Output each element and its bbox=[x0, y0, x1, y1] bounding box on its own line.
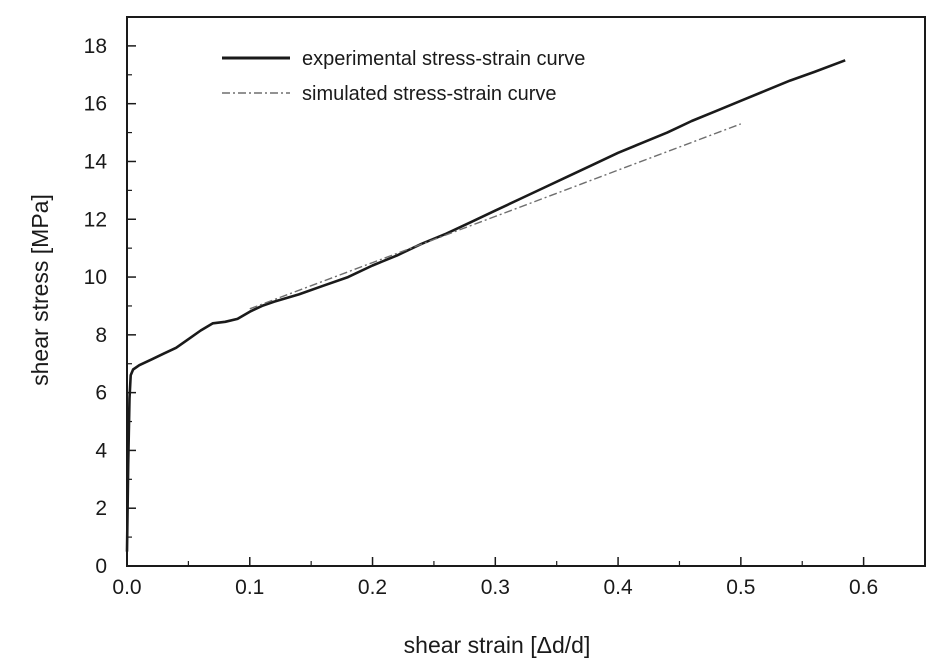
y-tick-label: 18 bbox=[84, 35, 107, 58]
y-tick-label: 8 bbox=[95, 324, 107, 347]
y-tick-label: 10 bbox=[84, 266, 107, 289]
x-tick-label: 0.0 bbox=[112, 576, 141, 599]
y-tick-label: 12 bbox=[84, 208, 107, 231]
x-tick-label: 0.3 bbox=[481, 576, 510, 599]
legend-label-simulated: simulated stress-strain curve bbox=[302, 83, 557, 105]
y-tick-label: 0 bbox=[95, 555, 107, 578]
y-tick-label: 16 bbox=[84, 93, 107, 116]
legend-label-experimental: experimental stress-strain curve bbox=[302, 48, 585, 70]
series-layer bbox=[125, 59, 846, 552]
x-tick-label: 0.4 bbox=[603, 576, 633, 599]
x-tick-label: 0.6 bbox=[849, 576, 878, 599]
x-tick-label: 0.1 bbox=[235, 576, 264, 599]
y-axis-title: shear stress [MPa] bbox=[27, 194, 53, 386]
series-line-simulated bbox=[249, 123, 742, 310]
plot-frame bbox=[126, 16, 926, 567]
x-tick-label: 0.2 bbox=[358, 576, 387, 599]
legend: experimental stress-strain curve simulat… bbox=[222, 48, 585, 105]
axis-ticks: 0.0 0.1 0.2 0.3 0.4 0.5 0.6 0 2 4 6 8 10 12 14 16 18 bbox=[84, 35, 879, 599]
y-tick-label: 6 bbox=[95, 382, 107, 405]
x-axis-title: shear strain [Δd/d] bbox=[404, 632, 591, 658]
x-tick-label: 0.5 bbox=[726, 576, 755, 599]
y-tick-label: 2 bbox=[95, 497, 107, 520]
y-tick-label: 4 bbox=[95, 439, 107, 462]
y-tick-label: 14 bbox=[84, 150, 108, 173]
series-line-experimental bbox=[125, 59, 846, 552]
